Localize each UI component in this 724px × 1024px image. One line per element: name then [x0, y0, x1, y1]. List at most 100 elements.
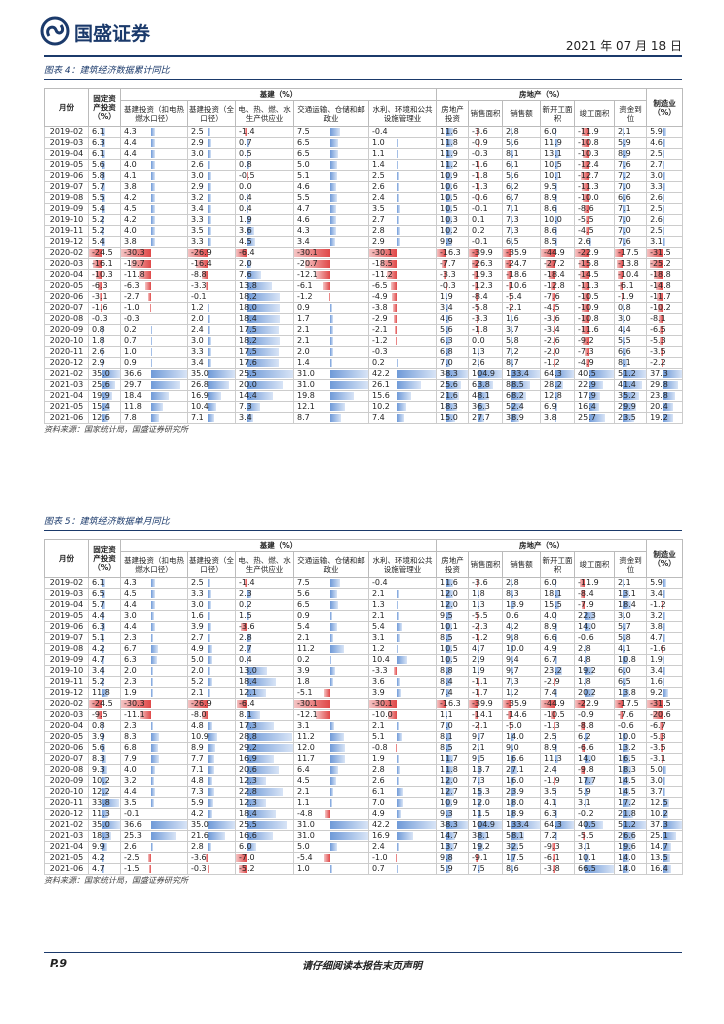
data-bar — [622, 766, 632, 774]
data-bar — [622, 788, 630, 796]
value-cell: 2.6 — [367, 775, 438, 787]
data-bar — [618, 271, 623, 279]
cell-value: 11.9 — [440, 149, 458, 159]
cell-value: -0.9 — [472, 138, 488, 148]
data-bar — [581, 601, 586, 609]
value-cell: -26.3 — [468, 258, 504, 270]
value-cell: 19.2 — [646, 412, 684, 424]
value-cell: 9.2 — [646, 687, 684, 699]
value-cell: -1.0 — [367, 852, 438, 864]
data-bar — [554, 623, 558, 631]
cell-value: 1.9 — [239, 215, 252, 225]
value-cell: 4.2 — [120, 192, 188, 204]
data-bar — [208, 579, 211, 587]
month-cell: 2021-03 — [44, 830, 89, 842]
cell-value: 3.4 — [650, 589, 663, 599]
cell-value: -1.8 — [472, 325, 488, 335]
cell-value: -44.9 — [544, 248, 565, 258]
page-number: P.9 — [50, 957, 68, 970]
value-cell: 16.5 — [614, 753, 648, 765]
value-cell: 3.1 — [646, 236, 684, 248]
cell-value: 2.9 — [92, 358, 105, 368]
cell-value: 12.1 — [239, 688, 257, 698]
data-row: 2020-12 11.3 -0.1 4.2 18.4 -4.8 4.9 9.3 11.5 18.9… — [44, 808, 684, 820]
data-bar — [551, 711, 555, 719]
data-row: 2021-06 4.7 -1.5 -0.3 -5.2 1.0 0.7 5.9 7.5 8.6 -3.… — [44, 863, 684, 875]
value-cell: 6.6 — [540, 632, 576, 644]
value-cell: -1.4 — [235, 126, 294, 138]
value-cell: -0.1 — [120, 808, 188, 820]
cell-value: -30.1 — [372, 248, 393, 258]
value-cell: -6.5 — [646, 324, 684, 336]
data-bar — [208, 194, 211, 202]
value-cell: 12.1 — [293, 401, 369, 413]
data-row: 2020-09 0.8 0.2 2.4 17.5 2.1 -2.1 5.6 -1.8 3.7 -3.… — [44, 324, 684, 336]
data-bar — [510, 843, 518, 851]
value-cell: 23.9 — [502, 786, 542, 798]
data-bar — [580, 766, 586, 774]
value-cell: 4.4 — [120, 148, 188, 160]
data-bar — [330, 865, 332, 873]
data-bar — [208, 722, 213, 730]
value-cell: 1.6 — [187, 610, 236, 622]
value-cell: 38.3 — [436, 368, 470, 380]
data-bar — [510, 216, 513, 224]
data-bar — [663, 865, 672, 873]
cell-value: -1.1 — [472, 677, 488, 687]
data-bar — [101, 678, 105, 686]
value-cell: 5.4 — [88, 203, 121, 215]
data-bar — [554, 172, 558, 180]
value-cell: 3.1 — [574, 797, 616, 809]
data-bar — [396, 623, 402, 631]
data-row: 2020-10 12.2 4.4 7.3 22.8 2.1 6.1 12.7 15.3 23.9 3… — [44, 786, 684, 798]
cell-value: 8.9 — [544, 193, 557, 203]
data-bar — [477, 623, 479, 631]
data-bar — [582, 315, 590, 323]
data-bar — [150, 667, 153, 675]
data-bar — [247, 326, 279, 334]
cell-value: 3.4 — [191, 358, 204, 368]
data-bar — [396, 205, 401, 213]
value-cell: -12.7 — [574, 170, 616, 182]
cell-value: 13.2 — [618, 743, 636, 753]
data-bar — [101, 414, 109, 422]
cell-value: 12.7 — [440, 787, 458, 797]
data-bar — [131, 260, 151, 268]
value-cell: 5.9 — [436, 863, 470, 875]
data-bar — [396, 744, 397, 752]
value-cell: -4.5 — [540, 302, 576, 314]
value-cell: 4.5 — [120, 203, 188, 215]
cell-value: -4.8 — [297, 809, 313, 819]
data-bar — [554, 381, 564, 389]
value-cell: 4.9 — [187, 643, 236, 655]
data-bar — [150, 755, 159, 763]
data-bar — [510, 788, 517, 796]
value-cell: -26.9 — [187, 698, 236, 710]
value-cell: 13.5 — [646, 852, 684, 864]
data-bar — [446, 227, 453, 235]
data-bar — [150, 612, 154, 620]
value-cell: 5.6 — [88, 159, 121, 171]
value-cell: 4.9 — [367, 808, 438, 820]
cell-value: 2.1 — [191, 688, 204, 698]
cell-value: 0.2 — [472, 226, 485, 236]
cell-value: 5.6 — [92, 160, 105, 170]
data-bar — [510, 832, 524, 840]
data-row: 2021-06 12.6 7.8 7.1 3.4 8.7 7.4 15.0 27.7 38.9 3.… — [44, 412, 684, 424]
data-bar — [554, 777, 555, 785]
cell-value: 16.9 — [191, 391, 209, 401]
cell-value: 2.5 — [650, 226, 663, 236]
cell-value: 22.9 — [578, 380, 596, 390]
cell-value: 18.4 — [239, 677, 257, 687]
data-bar — [330, 777, 336, 785]
data-bar — [100, 293, 102, 301]
value-cell: 10.2 — [88, 775, 121, 787]
cell-value: 1.6 — [506, 314, 519, 324]
value-cell: 7.5 — [293, 126, 369, 138]
data-row: 2019-08 5.5 4.2 3.2 0.4 5.5 2.4 10.5 -0.6 6.7 8.9-… — [44, 192, 684, 204]
data-bar — [101, 689, 108, 697]
data-bar — [476, 304, 479, 312]
data-bar — [208, 590, 211, 598]
data-bar — [663, 634, 666, 642]
data-bar — [396, 656, 407, 664]
